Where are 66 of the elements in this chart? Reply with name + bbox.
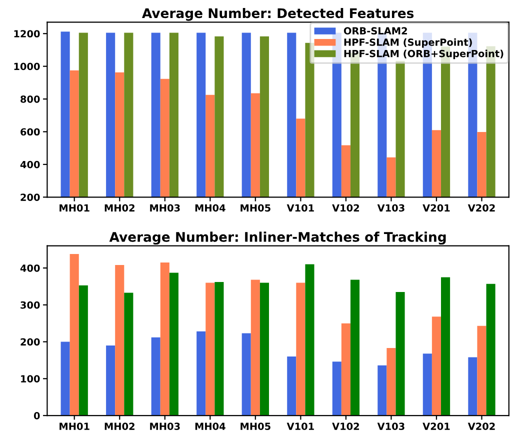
y-tick-label: 200 [20, 338, 40, 346]
x-tick-label: V103 [377, 204, 404, 212]
x-tick-label: V101 [286, 422, 314, 430]
bar [477, 326, 486, 416]
bar [386, 348, 396, 416]
bar [350, 280, 360, 416]
bar [441, 277, 450, 416]
x-tick-label: V103 [377, 422, 404, 430]
legend-label: ORB-SLAM2 [344, 27, 407, 35]
x-tick-label: V201 [422, 204, 450, 212]
chart-title: Average Number: Inliner-Matches of Tracking [109, 232, 446, 245]
x-tick-label: MH05 [240, 422, 270, 430]
y-tick-label: 400 [20, 264, 40, 272]
bar [115, 265, 124, 416]
bar [260, 282, 269, 416]
legend-label: HPF-SLAM (SuperPoint) [344, 38, 472, 48]
y-tick-label: 300 [20, 301, 40, 309]
bar [296, 282, 306, 416]
bar [378, 365, 387, 416]
bar [169, 272, 178, 416]
x-tick-label: MH01 [60, 204, 90, 212]
x-tick-label: MH03 [150, 422, 180, 430]
bar [70, 254, 79, 416]
bar [432, 316, 441, 416]
y-tick-label: 100 [21, 375, 40, 382]
y-tick-label: 1200 [14, 30, 40, 38]
bar [106, 345, 116, 416]
y-tick-label: 800 [20, 95, 40, 103]
y-tick-label: 200 [20, 194, 40, 201]
bar [214, 282, 224, 416]
x-tick-label: MH04 [195, 422, 226, 430]
bar [396, 292, 405, 416]
bar [124, 292, 134, 416]
x-tick-label: V101 [286, 204, 314, 212]
x-tick-label: V102 [332, 204, 360, 212]
y-tick-label: 0 [34, 412, 40, 420]
bar [305, 264, 314, 416]
bar [468, 357, 478, 416]
bar [206, 282, 215, 416]
x-tick-label: V202 [468, 204, 495, 212]
y-tick-label: 400 [20, 160, 40, 168]
legend-label: HPF-SLAM (ORB+SuperPoint) [344, 50, 504, 60]
x-tick-label: MH01 [60, 422, 90, 430]
bar [287, 356, 296, 416]
x-tick-label: V201 [422, 422, 450, 430]
x-tick-label: MH02 [104, 204, 134, 212]
bar [486, 284, 496, 416]
bar [341, 323, 350, 416]
x-tick-label: MH02 [104, 422, 134, 430]
y-tick-label: 1000 [14, 62, 40, 70]
bar [78, 285, 88, 416]
bar [60, 342, 70, 416]
bar [196, 331, 206, 416]
bar [332, 362, 342, 416]
x-tick-label: V202 [468, 422, 495, 430]
bar [250, 280, 260, 416]
x-tick-label: V102 [332, 422, 360, 430]
chart-title: Average Number: Detected Features [142, 8, 414, 21]
x-tick-label: MH04 [195, 204, 226, 212]
bar [422, 354, 432, 416]
bar [160, 262, 170, 416]
bar [242, 333, 251, 416]
x-tick-label: MH03 [150, 204, 180, 212]
x-tick-label: MH05 [240, 204, 270, 212]
y-tick-label: 600 [20, 128, 40, 136]
bar [151, 337, 160, 416]
